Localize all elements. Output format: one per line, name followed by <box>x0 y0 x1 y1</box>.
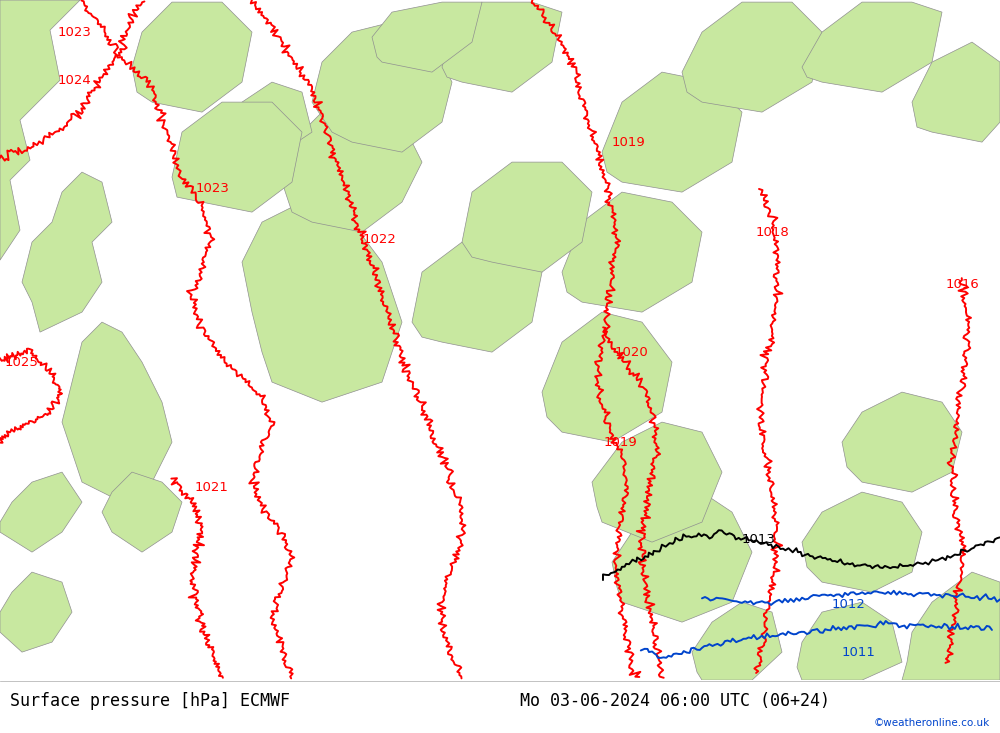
Polygon shape <box>912 42 1000 142</box>
Text: 1024: 1024 <box>58 73 92 86</box>
Polygon shape <box>602 72 742 192</box>
Polygon shape <box>592 422 722 542</box>
Text: 1016: 1016 <box>946 278 980 290</box>
Polygon shape <box>22 172 112 332</box>
Polygon shape <box>442 2 562 92</box>
Polygon shape <box>102 472 182 552</box>
Text: 1023: 1023 <box>58 26 92 39</box>
Text: 1022: 1022 <box>363 232 397 246</box>
Polygon shape <box>842 392 962 492</box>
Polygon shape <box>542 312 672 442</box>
Text: 1023: 1023 <box>196 182 230 195</box>
Polygon shape <box>172 102 302 212</box>
Text: Surface pressure [hPa] ECMWF: Surface pressure [hPa] ECMWF <box>10 693 290 710</box>
Polygon shape <box>692 602 782 680</box>
Polygon shape <box>902 572 1000 680</box>
Polygon shape <box>682 2 822 112</box>
Text: 1013: 1013 <box>742 533 776 545</box>
Text: 1021: 1021 <box>195 481 229 493</box>
Polygon shape <box>0 572 72 652</box>
Polygon shape <box>312 22 452 152</box>
Polygon shape <box>0 0 80 260</box>
Polygon shape <box>802 492 922 592</box>
Polygon shape <box>232 82 312 152</box>
Polygon shape <box>132 2 252 112</box>
Polygon shape <box>0 472 82 552</box>
Text: ©weatheronline.co.uk: ©weatheronline.co.uk <box>874 718 990 728</box>
Polygon shape <box>62 322 172 502</box>
Polygon shape <box>462 162 592 272</box>
Text: 1020: 1020 <box>615 346 649 358</box>
Text: 1019: 1019 <box>612 136 646 149</box>
Text: 1018: 1018 <box>756 226 790 239</box>
Polygon shape <box>612 492 752 622</box>
Text: 1019: 1019 <box>604 435 638 449</box>
Polygon shape <box>282 102 422 232</box>
Polygon shape <box>412 242 542 352</box>
Polygon shape <box>802 2 942 92</box>
Text: Mo 03-06-2024 06:00 UTC (06+24): Mo 03-06-2024 06:00 UTC (06+24) <box>520 693 830 710</box>
Polygon shape <box>242 202 402 402</box>
Polygon shape <box>372 2 482 72</box>
Text: 1025: 1025 <box>5 356 39 369</box>
Polygon shape <box>797 602 902 680</box>
Polygon shape <box>562 192 702 312</box>
Text: 1011: 1011 <box>842 646 876 659</box>
Text: 1012: 1012 <box>832 597 866 611</box>
